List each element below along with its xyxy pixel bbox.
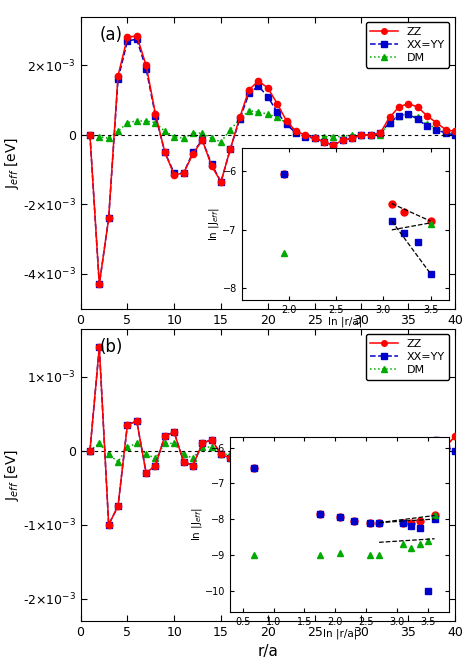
- Legend: ZZ, XX=YY, DM: ZZ, XX=YY, DM: [366, 22, 449, 68]
- Legend: ZZ, XX=YY, DM: ZZ, XX=YY, DM: [366, 334, 449, 380]
- Text: (a): (a): [100, 26, 122, 44]
- X-axis label: r/a: r/a: [257, 332, 278, 347]
- Y-axis label: J$_{eff}$ [eV]: J$_{eff}$ [eV]: [3, 449, 21, 501]
- X-axis label: r/a: r/a: [257, 644, 278, 659]
- Y-axis label: J$_{eff}$ [eV]: J$_{eff}$ [eV]: [3, 137, 21, 189]
- Text: (b): (b): [100, 338, 123, 356]
